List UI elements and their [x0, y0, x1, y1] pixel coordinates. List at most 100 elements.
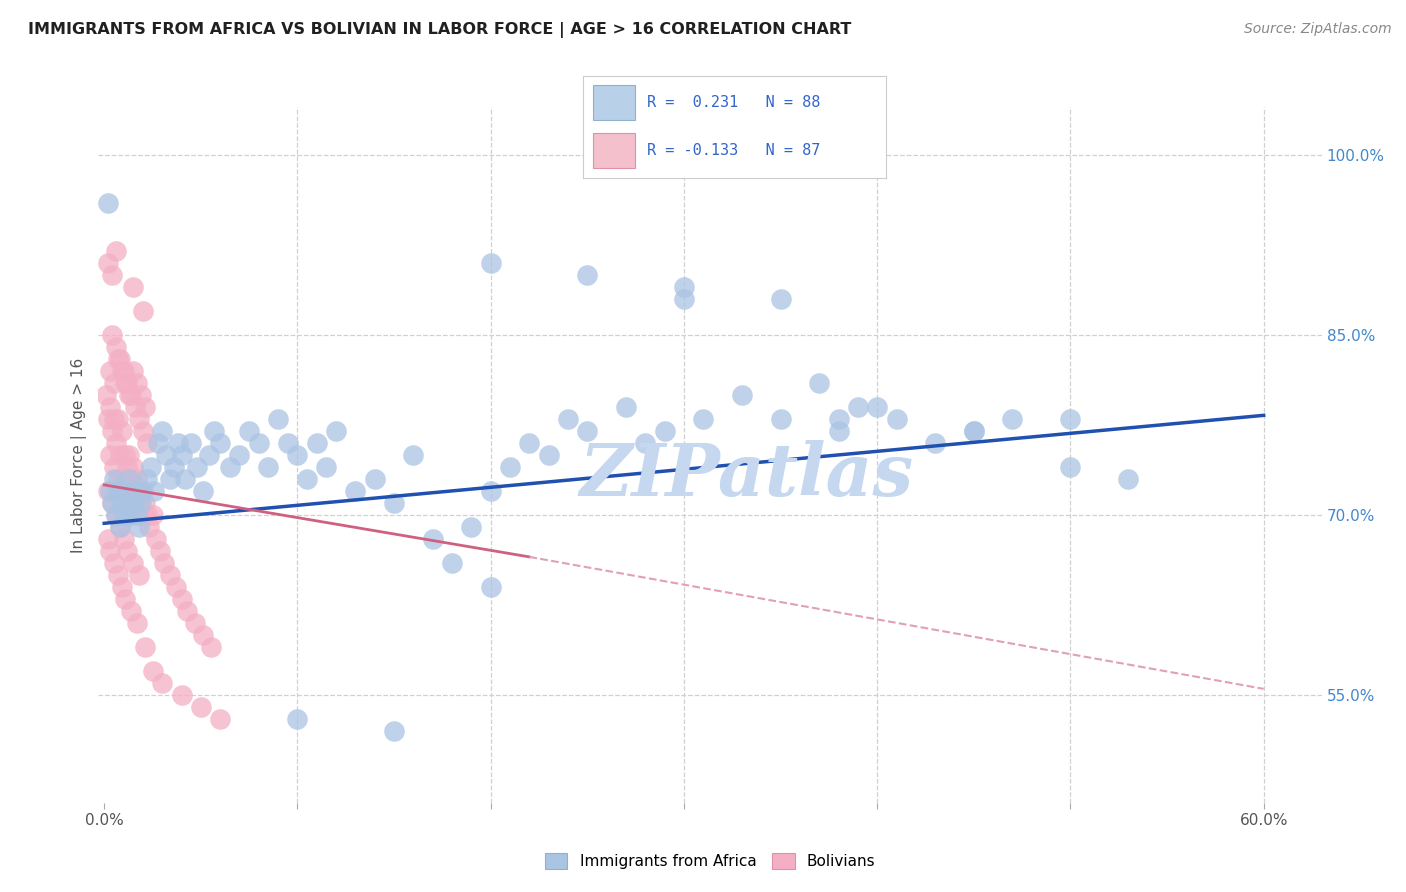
Point: [128, 520, 150, 534]
Point: [402, 448, 425, 462]
Point: [114, 591, 136, 606]
Point: [117, 376, 139, 390]
Point: [315, 459, 337, 474]
Point: [134, 400, 156, 414]
Point: [153, 556, 176, 570]
Point: [827, 424, 849, 438]
Point: [141, 508, 163, 522]
Point: [112, 472, 135, 486]
Point: [107, 351, 129, 366]
Point: [166, 436, 188, 450]
Point: [155, 448, 177, 462]
Point: [209, 712, 232, 726]
Point: [104, 244, 127, 258]
Point: [218, 459, 240, 474]
Point: [170, 591, 193, 606]
Point: [110, 364, 132, 378]
Point: [305, 436, 328, 450]
Point: [364, 472, 387, 486]
Point: [382, 723, 405, 738]
Point: [108, 448, 131, 462]
Point: [267, 412, 290, 426]
Point: [634, 436, 657, 450]
Text: ZIPatlas: ZIPatlas: [579, 441, 914, 511]
Point: [128, 496, 150, 510]
Point: [110, 496, 132, 510]
Point: [103, 556, 125, 570]
Point: [134, 640, 156, 654]
Y-axis label: In Labor Force | Age > 16: In Labor Force | Age > 16: [72, 358, 87, 552]
Point: [101, 496, 124, 510]
Point: [190, 699, 212, 714]
Point: [125, 472, 148, 486]
Point: [120, 472, 142, 486]
Point: [277, 436, 299, 450]
Point: [924, 436, 946, 450]
Point: [94, 388, 117, 402]
Point: [132, 424, 155, 438]
Point: [228, 448, 250, 462]
Point: [148, 436, 170, 450]
Point: [176, 604, 198, 618]
Point: [170, 688, 193, 702]
Point: [132, 508, 155, 522]
Point: [1059, 459, 1081, 474]
Point: [191, 628, 214, 642]
Point: [129, 388, 152, 402]
Point: [98, 448, 121, 462]
Point: [124, 483, 146, 498]
Point: [287, 712, 309, 726]
Legend: Immigrants from Africa, Bolivians: Immigrants from Africa, Bolivians: [538, 847, 882, 875]
Point: [143, 483, 166, 498]
Point: [1118, 472, 1140, 486]
Point: [134, 496, 156, 510]
Point: [98, 364, 121, 378]
Point: [827, 412, 849, 426]
Point: [247, 436, 270, 450]
Point: [112, 364, 135, 378]
Point: [98, 400, 121, 414]
Point: [325, 424, 347, 438]
Point: [163, 459, 186, 474]
Point: [124, 483, 146, 498]
Point: [114, 483, 136, 498]
Point: [141, 664, 163, 678]
Point: [101, 496, 124, 510]
Point: [118, 508, 141, 522]
Point: [557, 412, 579, 426]
Point: [769, 292, 792, 306]
Point: [886, 412, 908, 426]
Point: [382, 496, 405, 510]
Point: [135, 472, 157, 486]
Point: [132, 483, 155, 498]
Point: [769, 412, 792, 426]
Point: [614, 400, 637, 414]
Text: IMMIGRANTS FROM AFRICA VS BOLIVIAN IN LABOR FORCE | AGE > 16 CORRELATION CHART: IMMIGRANTS FROM AFRICA VS BOLIVIAN IN LA…: [28, 22, 852, 38]
Point: [101, 424, 124, 438]
Point: [295, 472, 318, 486]
Point: [479, 483, 502, 498]
Point: [118, 448, 141, 462]
Point: [186, 459, 208, 474]
Point: [107, 483, 129, 498]
Point: [112, 508, 135, 522]
Point: [499, 459, 522, 474]
Point: [117, 544, 139, 558]
Point: [122, 556, 145, 570]
Point: [197, 448, 219, 462]
Point: [963, 424, 986, 438]
Point: [287, 448, 309, 462]
Point: [174, 472, 197, 486]
Point: [104, 508, 127, 522]
Point: [692, 412, 714, 426]
Point: [107, 567, 129, 582]
Point: [963, 424, 986, 438]
Point: [103, 459, 125, 474]
Point: [1059, 412, 1081, 426]
Point: [200, 640, 222, 654]
Point: [117, 496, 139, 510]
Point: [145, 532, 167, 546]
Point: [108, 520, 131, 534]
Point: [104, 340, 127, 354]
Point: [731, 388, 754, 402]
